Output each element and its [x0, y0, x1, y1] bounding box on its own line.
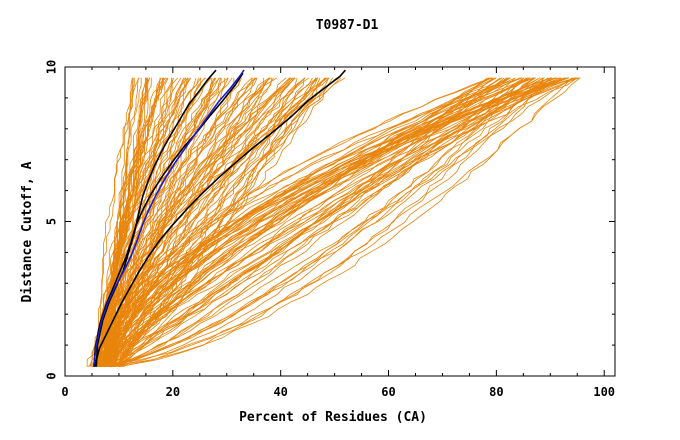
bulk-model-line — [117, 77, 552, 367]
bulk-model-line — [92, 77, 507, 367]
y-axis-label: Distance Cutoff, A — [20, 161, 35, 302]
x-axis-label: Percent of Residues (CA) — [239, 410, 427, 425]
bulk-model-line — [93, 77, 570, 367]
bulk-model-line — [102, 77, 190, 367]
highlight-model-line — [93, 72, 244, 367]
highlight-model-line — [95, 69, 217, 367]
bulk-model-line — [101, 77, 541, 368]
bulk-model-line — [113, 77, 264, 367]
y-tick-label: 5 — [45, 218, 59, 225]
bulk-model-line — [105, 77, 235, 367]
bulk-model-line — [110, 77, 488, 368]
bulk-model-line — [100, 77, 317, 367]
y-tick-label: 10 — [45, 60, 59, 74]
bulk-model-line — [105, 77, 256, 367]
axis-ticks: 0 20 40 60 80 100 0 5 10 — [45, 60, 616, 399]
chart-title: T0987-D1 — [316, 18, 379, 33]
bulk-model-line — [110, 77, 516, 368]
highlight-model-line — [92, 69, 245, 367]
bulk-model-line — [102, 77, 164, 367]
x-tick-label: 20 — [166, 385, 180, 399]
bulk-model-line — [114, 77, 549, 368]
bulk-model-line — [113, 77, 496, 368]
x-tick-label: 0 — [61, 385, 68, 399]
bulk-model-line — [113, 77, 492, 367]
bulk-model-line — [123, 77, 570, 367]
plot-area — [86, 69, 581, 368]
bulk-model-line — [91, 77, 491, 367]
bulk-model-line — [123, 77, 541, 367]
x-tick-label: 40 — [273, 385, 287, 399]
x-tick-label: 60 — [381, 385, 395, 399]
bulk-model-line — [109, 77, 573, 368]
bulk-model-line — [118, 77, 543, 368]
bulk-model-line — [119, 77, 503, 367]
bulk-model-line — [109, 77, 536, 368]
bulk-model-line — [94, 77, 553, 368]
highlight-model-line — [93, 69, 347, 367]
y-tick-label: 0 — [45, 372, 59, 379]
x-tick-label: 80 — [489, 385, 503, 399]
bulk-model-line — [91, 77, 566, 367]
bulk-model-line — [105, 77, 544, 368]
bulk-model-line — [113, 77, 552, 367]
bulk-model-line — [119, 77, 505, 367]
bulk-model-line — [101, 77, 509, 367]
bulk-model-line — [111, 77, 298, 368]
bulk-model-line — [96, 77, 140, 367]
bulk-model-line — [107, 77, 492, 367]
bulk-model-line — [104, 77, 537, 368]
bulk-model-line — [94, 77, 497, 367]
bulk-model-line — [110, 77, 573, 368]
bulk-model-line — [92, 77, 501, 368]
x-tick-label: 100 — [593, 385, 615, 399]
bulk-model-line — [86, 77, 531, 367]
bulk-model-line — [106, 77, 567, 367]
bulk-model-line — [103, 77, 553, 368]
bulk-model-line — [99, 77, 327, 367]
